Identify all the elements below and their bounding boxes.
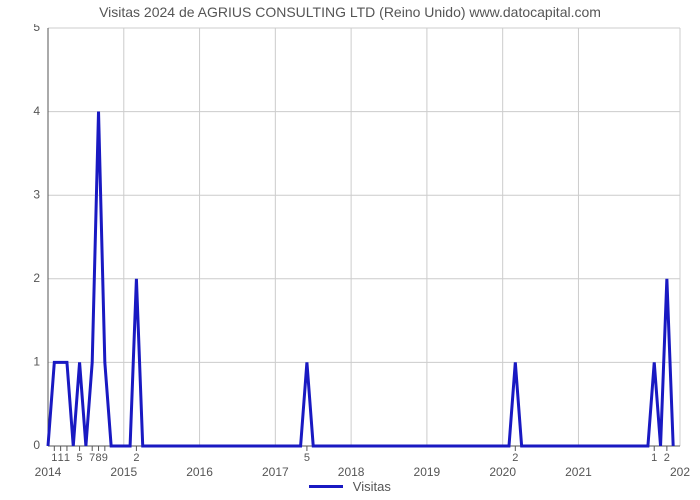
y-tick-label: 3	[33, 187, 40, 201]
x-month-label: 5	[304, 452, 310, 464]
chart-title: Visitas 2024 de AGRIUS CONSULTING LTD (R…	[0, 4, 700, 20]
x-month-label: 2	[133, 452, 139, 464]
y-tick-label: 1	[33, 355, 40, 369]
y-tick-label: 4	[33, 104, 40, 118]
x-year-label: 2020	[489, 465, 516, 479]
legend-series-line	[309, 485, 343, 488]
x-year-label: 2017	[262, 465, 289, 479]
y-tick-label: 2	[33, 271, 40, 285]
legend-series-label: Visitas	[353, 479, 391, 494]
x-year-label: 2015	[110, 465, 137, 479]
x-year-label: 202	[670, 465, 690, 479]
x-year-label: 2014	[35, 465, 62, 479]
x-month-label: 5	[77, 452, 83, 464]
x-month-label: 9	[102, 452, 108, 464]
x-year-label: 2021	[565, 465, 592, 479]
x-month-label: 1	[58, 452, 64, 464]
x-month-label: 8	[95, 452, 101, 464]
x-year-label: 2019	[414, 465, 441, 479]
chart-legend: Visitas	[0, 478, 700, 494]
y-tick-label: 5	[33, 24, 40, 34]
chart-container: { "chart": { "type": "line", "title": "V…	[0, 0, 700, 500]
x-year-label: 2016	[186, 465, 213, 479]
x-month-label: 1	[651, 452, 657, 464]
chart-plot-area: 0123452014201520162017201820192020202120…	[48, 28, 680, 446]
x-month-label: 2	[512, 452, 518, 464]
x-year-label: 2018	[338, 465, 365, 479]
x-month-label: 7	[89, 452, 95, 464]
y-tick-label: 0	[33, 438, 40, 452]
x-month-label: 2	[664, 452, 670, 464]
x-month-label: 1	[64, 452, 70, 464]
x-month-label: 1	[51, 452, 57, 464]
